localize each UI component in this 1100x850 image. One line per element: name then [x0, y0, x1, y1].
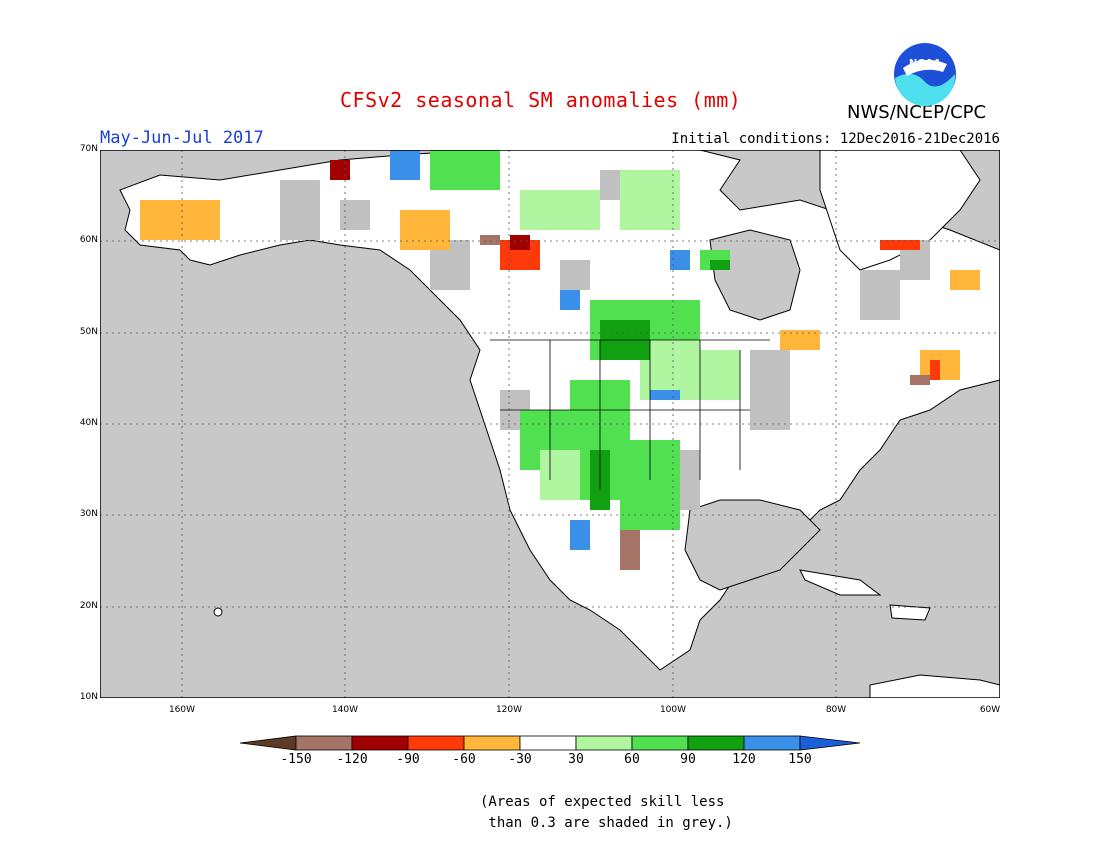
anomaly-dry — [140, 200, 980, 380]
noaa-logo: NOAA — [894, 43, 956, 106]
lon-label: 80W — [825, 705, 847, 715]
colorbar-label: 90 — [680, 752, 696, 767]
colorbar-swatch-3 — [407, 735, 465, 751]
low-skill-areas — [280, 170, 930, 510]
colorbar-swatch-0 — [240, 735, 297, 751]
initial-conditions: Initial conditions: 12Dec2016-21Dec2016 — [671, 131, 1000, 147]
forecast-period: May-Jun-Jul 2017 — [100, 128, 264, 148]
colorbar-label: 60 — [624, 752, 640, 767]
colorbar-labels: -150 -120 -90 -60 -30 30 60 90 120 150 — [0, 752, 1100, 772]
colorbar-label: -120 — [336, 752, 368, 767]
colorbar-label: -30 — [508, 752, 532, 767]
logo-text: NOAA — [909, 58, 941, 69]
hawaii — [213, 607, 223, 617]
chart-title: CFSv2 seasonal SM anomalies (mm) — [340, 88, 742, 112]
lat-axis: 70N 60N 50N 40N 30N 20N 10N — [70, 144, 98, 704]
colorbar-label: 120 — [732, 752, 756, 767]
lon-label: 60W — [979, 705, 1001, 715]
lat-label: 30N — [79, 509, 98, 519]
colorbar-label: 30 — [568, 752, 584, 767]
lat-label: 10N — [79, 692, 98, 702]
hudson-bay — [709, 229, 801, 321]
colorbar — [240, 735, 861, 751]
lat-label: 60N — [79, 235, 98, 245]
anomaly-extreme-wet — [390, 150, 690, 550]
agency-label: NWS/NCEP/CPC — [847, 102, 987, 123]
skill-note: (Areas of expected skill less than 0.3 a… — [480, 794, 733, 831]
state-boundaries — [490, 339, 770, 490]
graticule — [100, 150, 1000, 698]
anomaly-extreme-dry — [330, 160, 530, 250]
cuba — [799, 569, 882, 596]
colorbar-swatch-1 — [295, 735, 353, 751]
colorbar-swatch-4 — [463, 735, 521, 751]
lat-label: 70N — [79, 144, 98, 154]
lon-label: 120W — [495, 705, 523, 715]
colorbar-label: 150 — [788, 752, 812, 767]
gulf-of-mexico — [684, 499, 821, 591]
colorbar-swatch-5 — [519, 735, 577, 751]
lat-label: 50N — [79, 327, 98, 337]
lon-axis: 160W 140W 120W 100W 80W 60W — [100, 705, 1000, 719]
colorbar-swatch-2 — [351, 735, 409, 751]
lon-label: 100W — [659, 705, 687, 715]
colorbar-label: -90 — [396, 752, 420, 767]
lon-label: 160W — [168, 705, 196, 715]
lat-label: 20N — [79, 601, 98, 611]
lon-label: 140W — [331, 705, 359, 715]
colorbar-swatch-9 — [743, 735, 801, 751]
greenland-land — [819, 150, 981, 271]
colorbar-label: -150 — [280, 752, 312, 767]
anomaly-dark-dry — [480, 235, 930, 570]
colorbar-swatch-6 — [575, 735, 633, 751]
colorbar-label: -60 — [452, 752, 476, 767]
colorbar-swatch-7 — [631, 735, 689, 751]
colorbar-swatch-8 — [687, 735, 745, 751]
south-america-land — [869, 674, 1000, 698]
colorbar-swatch-10 — [799, 735, 861, 751]
lat-label: 40N — [79, 418, 98, 428]
anomaly-map — [100, 150, 1000, 698]
